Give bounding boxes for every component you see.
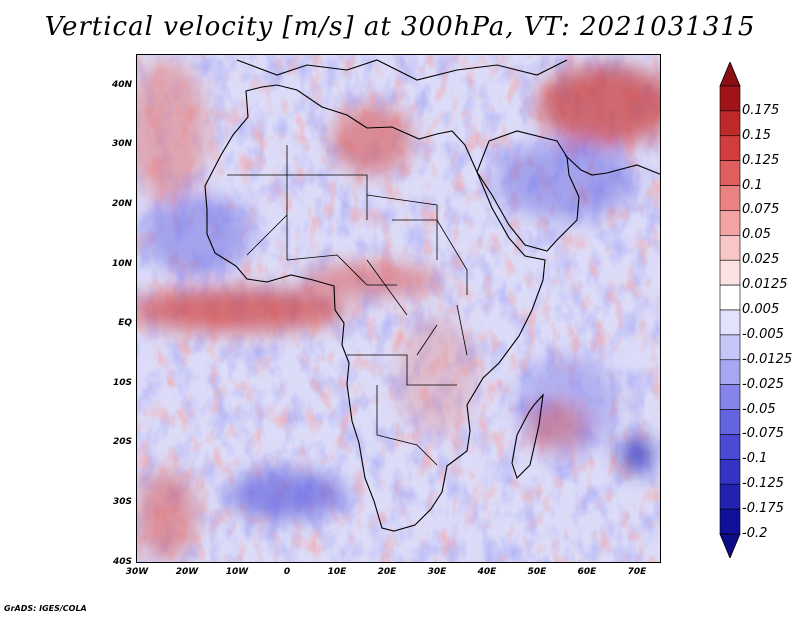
colorbar-label: 0.05 [742, 227, 771, 243]
country-borders [227, 145, 468, 466]
madagascar-coastline [511, 393, 544, 480]
x-tick-10e: 10E [327, 567, 347, 577]
y-tick-10s: 10S [112, 378, 132, 388]
colorbar-segment [719, 160, 741, 186]
colorbar-label: 0.1 [742, 177, 763, 193]
colorbar-segment [719, 284, 741, 311]
colorbar-label: -0.125 [742, 476, 784, 492]
x-tick-40e: 40E [477, 567, 497, 577]
colorbar-segment [719, 185, 741, 211]
colorbar-segment [719, 210, 741, 236]
colorbar-label: 0.0125 [742, 277, 788, 293]
map-panel [136, 54, 661, 563]
colorbar-label: 0.175 [742, 102, 780, 118]
colorbar-label: -0.175 [742, 501, 784, 517]
colorbar-segment [719, 309, 741, 336]
colorbar-label: 0.075 [742, 202, 780, 218]
chart-title: Vertical velocity [m/s] at 300hPa, VT: 2… [44, 12, 756, 42]
y-tick-20s: 20S [112, 437, 132, 447]
x-tick-10w: 10W [225, 567, 249, 577]
colorbar-label: -0.005 [742, 326, 784, 342]
grads-credit: GrADS: IGES/COLA [4, 604, 87, 613]
large-scale-anomalies [137, 60, 660, 560]
colorbar [719, 62, 741, 558]
y-tick-20n: 20N [111, 199, 132, 209]
colorbar-label: -0.075 [742, 426, 784, 442]
colorbar-label: 0.005 [742, 302, 780, 317]
colorbar-segment [719, 384, 741, 410]
colorbar-segment [719, 110, 741, 137]
colorbar-segment [719, 359, 741, 385]
colorbar-label: -0.0125 [742, 351, 793, 367]
y-tick-30s: 30S [112, 497, 132, 507]
colorbar-segment [719, 508, 741, 535]
colorbar-label: 0.125 [742, 152, 780, 168]
y-tick-10n: 10N [111, 259, 132, 269]
colorbar-label: -0.025 [742, 376, 784, 392]
x-tick-0: 0 [283, 567, 291, 577]
x-tick-60e: 60E [577, 567, 597, 577]
asia-coastline [564, 154, 660, 176]
y-tick-eq: EQ [118, 318, 132, 328]
velocity-field [137, 55, 660, 562]
y-tick-30n: 30N [111, 139, 132, 149]
colorbar-bottom-arrow [719, 533, 741, 558]
colorbar-segment [719, 334, 741, 361]
x-tick-20e: 20E [377, 567, 397, 577]
colorbar-segment [719, 135, 741, 161]
colorbar-top-arrow [719, 62, 741, 87]
x-tick-50e: 50E [527, 567, 547, 577]
colorbar-label: 0.025 [742, 252, 780, 268]
coastlines [204, 59, 660, 532]
colorbar-label: -0.1 [742, 451, 768, 467]
colorbar-label: -0.2 [742, 526, 768, 541]
colorbar-segment [719, 85, 741, 112]
africa-coastline [204, 84, 546, 532]
colorbar-segment [719, 483, 741, 510]
colorbar-segment [719, 409, 741, 435]
arabia-coastline [476, 130, 580, 252]
colorbar-segment [719, 434, 741, 460]
colorbar-segment [719, 259, 741, 286]
y-tick-40s: 40S [112, 557, 132, 567]
y-tick-40n: 40N [111, 80, 132, 90]
x-tick-30e: 30E [427, 567, 447, 577]
colorbar-label: -0.05 [742, 401, 776, 417]
x-tick-30w: 30W [125, 567, 149, 577]
colorbar-segment [719, 235, 741, 261]
mediterranean-coastline [236, 59, 568, 81]
x-tick-70e: 70E [627, 567, 647, 577]
x-tick-20w: 20W [175, 567, 199, 577]
colorbar-segment [719, 459, 741, 485]
colorbar-label: 0.15 [742, 127, 771, 143]
